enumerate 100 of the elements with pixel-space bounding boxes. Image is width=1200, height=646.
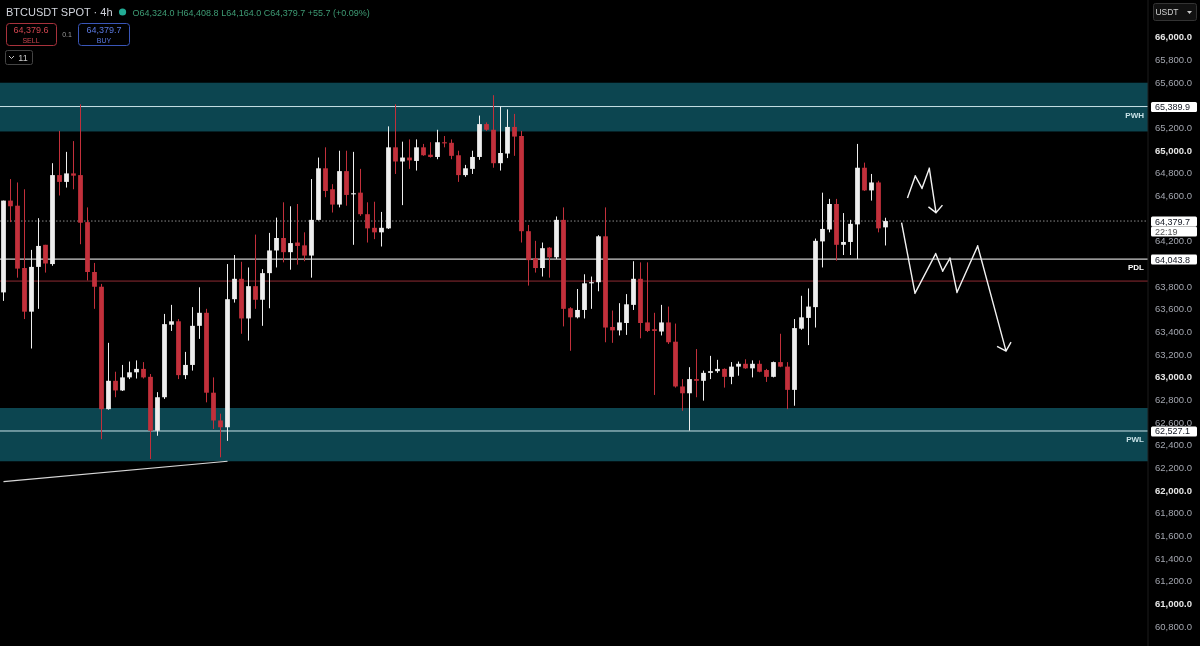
annotation: 11 xyxy=(18,52,28,63)
y-tick-label: 61,800.0 xyxy=(1155,507,1192,519)
candlestick xyxy=(120,364,125,392)
candlestick xyxy=(64,151,69,189)
candlestick xyxy=(589,276,594,310)
text: BTCUSDT SPOT · 4h xyxy=(6,6,113,18)
candlestick xyxy=(778,333,783,368)
text: O64,324.0 H64,408.8 L64,164.0 C64,379.7 +55.7 (+0.09%) xyxy=(132,8,370,18)
candlestick xyxy=(253,234,258,310)
candlestick xyxy=(799,295,804,331)
y-tick-label: 62,200.0 xyxy=(1155,462,1192,474)
candlestick xyxy=(281,201,286,263)
ref-line-label: PDL xyxy=(1128,263,1145,273)
candlestick xyxy=(323,146,328,198)
y-tick-label: 62,000.0 xyxy=(1155,484,1192,496)
y-tick-label: 62,800.0 xyxy=(1155,394,1192,406)
y-tick-label: 65,000.0 xyxy=(1155,144,1192,156)
candlestick xyxy=(624,293,629,336)
candlestick xyxy=(71,140,76,190)
candlestick xyxy=(708,355,713,380)
ref-line-label: PWH xyxy=(1125,110,1145,120)
y-tick-label: 61,000.0 xyxy=(1155,598,1192,610)
candlestick xyxy=(701,370,706,402)
y-tick-label: 64,600.0 xyxy=(1155,190,1192,202)
candlestick xyxy=(267,232,272,309)
y-tick-label: 65,200.0 xyxy=(1155,122,1192,134)
candlestick xyxy=(841,212,846,256)
y-tick-label: 63,400.0 xyxy=(1155,326,1192,338)
y-tick-label: 63,000.0 xyxy=(1155,371,1192,383)
candlestick xyxy=(568,306,573,352)
candlestick xyxy=(862,162,867,192)
y-tick-label: 62,400.0 xyxy=(1155,439,1192,451)
candlestick xyxy=(547,246,552,279)
y-tick-label: 61,200.0 xyxy=(1155,575,1192,587)
ref-line-label: PWL xyxy=(1126,435,1145,444)
candlestick xyxy=(820,192,825,268)
candlestick xyxy=(645,261,650,333)
y-tick-label: 60,800.0 xyxy=(1155,620,1192,632)
candlestick xyxy=(393,103,398,175)
annotation: 64,379.7 xyxy=(86,24,122,35)
candlestick xyxy=(540,242,545,278)
y-tick-label: 65,389.9 xyxy=(1155,102,1191,113)
candlestick xyxy=(666,306,671,345)
candlestick xyxy=(302,231,307,262)
candlestick xyxy=(442,135,447,148)
candlestick xyxy=(680,378,685,412)
candlestick xyxy=(379,211,384,247)
y-tick-label: 61,600.0 xyxy=(1155,530,1192,542)
y-tick-label: 65,600.0 xyxy=(1155,76,1192,88)
candlestick xyxy=(729,361,734,385)
candlestick xyxy=(57,130,62,196)
y-tick-label: 65,800.0 xyxy=(1155,54,1192,66)
y-tick-label: 64,800.0 xyxy=(1155,167,1192,179)
candlestick xyxy=(687,366,692,432)
candlestick xyxy=(36,217,41,310)
candlestick xyxy=(218,413,223,458)
candlestick xyxy=(232,254,237,304)
candlestick xyxy=(848,219,853,256)
candlestick xyxy=(274,217,279,268)
candlestick xyxy=(659,304,664,336)
candlestick xyxy=(428,141,433,159)
candlestick xyxy=(330,183,335,213)
candlestick xyxy=(533,240,538,274)
candlestick xyxy=(456,150,461,183)
y-tick-label: 62,527.1 xyxy=(1155,426,1191,437)
candlestick xyxy=(183,351,188,380)
y-tick-label: 64,379.7 xyxy=(1155,216,1191,227)
candlestick xyxy=(43,244,48,274)
candlestick xyxy=(134,359,139,380)
candlestick xyxy=(498,106,503,172)
text: USDT xyxy=(1155,6,1179,17)
candlestick xyxy=(869,173,874,202)
candlestick xyxy=(169,304,174,332)
y-tick-label: 64,200.0 xyxy=(1155,235,1192,247)
candlestick xyxy=(288,205,293,271)
candlestick xyxy=(694,348,699,398)
candlestick xyxy=(414,138,419,172)
candlestick xyxy=(575,288,580,319)
candlestick xyxy=(358,168,363,217)
candlestick xyxy=(449,138,454,160)
y-tick-label: 62,600.0 xyxy=(1155,416,1192,428)
candlestick xyxy=(617,302,622,336)
candlestick xyxy=(652,312,657,396)
candlestick xyxy=(372,201,377,240)
text: 22:19 xyxy=(1155,226,1178,237)
candlestick xyxy=(365,201,370,244)
candlestick xyxy=(8,178,13,223)
candlestick xyxy=(722,367,727,389)
candlestick xyxy=(400,141,405,206)
candlestick xyxy=(197,286,202,340)
y-tick-label: 64,043.8 xyxy=(1155,254,1191,265)
candlestick xyxy=(344,150,349,207)
candlestick xyxy=(470,150,475,175)
candlestick xyxy=(785,361,790,410)
annotation: 64,379.6 xyxy=(13,24,49,35)
y-tick-label: 61,400.0 xyxy=(1155,552,1192,564)
candlestick xyxy=(610,310,615,344)
y-tick-label: 63,200.0 xyxy=(1155,348,1192,360)
candlestick xyxy=(113,371,118,398)
candlestick xyxy=(295,203,300,266)
